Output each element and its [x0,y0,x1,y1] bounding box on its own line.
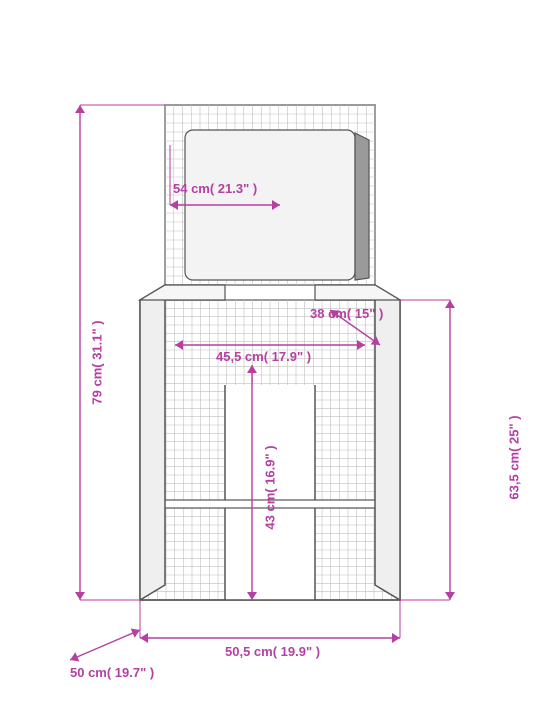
label-seat-depth: 38 cm( 15" ) [310,306,383,321]
label-inner-back-w: 54 cm( 21.3" ) [173,181,257,196]
label-depth: 50 cm( 19.7" ) [70,665,154,680]
label-inner-seat-w: 45,5 cm( 17.9" ) [216,349,311,364]
label-seat-height: 43 cm( 16.9" ) [263,445,278,529]
diagram-stage: 79 cm( 31.1" ) 63,5 cm( 25" ) 43 cm( 16.… [0,0,540,720]
label-front-width: 50,5 cm( 19.9" ) [225,644,320,659]
label-armrest-height: 63,5 cm( 25" ) [507,415,522,499]
label-total-height: 79 cm( 31.1" ) [90,320,105,404]
